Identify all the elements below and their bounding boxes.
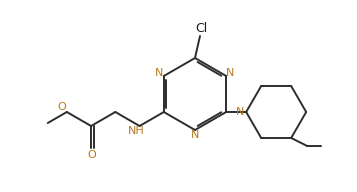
Text: N: N [191,130,199,140]
Text: NH: NH [128,126,145,136]
Text: N: N [226,69,235,79]
Text: Cl: Cl [195,22,207,35]
Text: O: O [57,102,66,112]
Text: N: N [236,107,244,117]
Text: O: O [88,150,96,160]
Text: N: N [155,69,164,79]
